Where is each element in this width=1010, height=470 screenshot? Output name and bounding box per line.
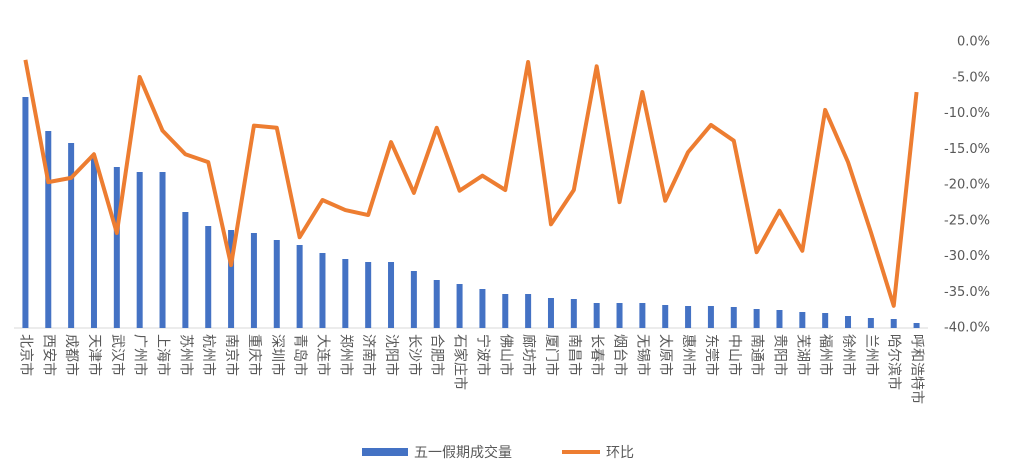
y2-tick-label: -40.0%: [944, 321, 990, 336]
bar: [433, 280, 440, 328]
bar: [913, 323, 920, 328]
bar: [890, 319, 897, 328]
x-tick-label: 重庆市: [246, 334, 263, 376]
legend-label: 环比: [606, 445, 634, 461]
x-tick-label: 广州市: [132, 334, 149, 376]
x-tick-label: 杭州市: [200, 334, 217, 376]
bar: [90, 158, 97, 328]
bar: [616, 303, 623, 328]
y2-tick-label: -20.0%: [944, 178, 990, 193]
line: [23, 59, 919, 308]
bar: [799, 312, 806, 328]
legend-label: 五一假期成交量: [414, 444, 512, 461]
bar: [136, 172, 143, 328]
y2-tick-label: -35.0%: [944, 285, 990, 300]
bar: [410, 271, 417, 328]
x-tick-label: 大连市: [314, 334, 331, 376]
x-tick-label: 武汉市: [109, 334, 126, 376]
bar: [776, 310, 783, 328]
bar: [547, 298, 554, 328]
x-tick-label: 贵阳市: [771, 334, 788, 376]
x-tick-label: 烟台市: [612, 334, 629, 376]
bar: [685, 306, 692, 328]
bar: [456, 284, 463, 328]
x-tick-label: 徐州市: [840, 334, 857, 376]
x-tick-label: 南通市: [749, 334, 766, 376]
bar: [45, 131, 52, 328]
y2-tick-label: -25.0%: [944, 213, 990, 228]
x-tick-label: 济南市: [360, 334, 377, 376]
x-tick-label: 惠州市: [680, 334, 697, 376]
bar: [228, 230, 235, 328]
x-tick-label: 深圳市: [269, 334, 286, 376]
x-tick-label: 兰州市: [863, 334, 880, 376]
bar: [388, 262, 395, 328]
x-tick-label: 长春市: [589, 334, 606, 376]
x-tick-label: 天津市: [86, 334, 103, 376]
x-tick-label: 福州市: [817, 334, 834, 376]
legend-swatch: [362, 448, 408, 456]
x-tick-label: 太原市: [657, 334, 674, 376]
bar: [22, 97, 29, 328]
x-tick-label: 苏州市: [177, 334, 194, 376]
bar: [479, 289, 486, 328]
bar: [342, 259, 349, 328]
x-tick-label: 长沙市: [406, 334, 423, 376]
y2-tick-label: 0.0%: [957, 35, 990, 50]
x-tick-label: 廊坊市: [520, 334, 537, 376]
bar: [502, 294, 509, 328]
x-tick-label: 无锡市: [634, 334, 651, 376]
bar: [273, 240, 280, 328]
bar: [182, 212, 189, 328]
x-tick-label: 青岛市: [292, 334, 309, 376]
x-tick-label: 南昌市: [566, 334, 583, 376]
bar: [113, 167, 120, 328]
x-tick-label: 合肥市: [429, 334, 446, 376]
bar: [319, 253, 326, 328]
y2-tick-label: -30.0%: [944, 249, 990, 264]
bar: [68, 143, 75, 328]
x-tick-label: 北京市: [17, 334, 34, 376]
x-tick-label: 厦门市: [543, 334, 560, 376]
bar: [296, 245, 303, 328]
x-tick-label: 东莞市: [703, 334, 720, 376]
bar: [753, 309, 760, 328]
x-tick-label: 中山市: [726, 334, 743, 376]
bar: [205, 226, 212, 328]
x-tick-label: 成都市: [63, 334, 80, 376]
y2-tick-label: -10.0%: [944, 106, 990, 121]
x-tick-label: 哈尔滨市: [886, 334, 903, 390]
bar: [593, 303, 600, 328]
bar: [730, 307, 737, 328]
y2-tick-label: -15.0%: [944, 142, 990, 157]
x-tick-label: 佛山市: [497, 334, 514, 376]
x-tick-label: 上海市: [155, 334, 172, 376]
bar: [525, 294, 532, 328]
x-tick-label: 芜湖市: [794, 334, 811, 376]
bar: [822, 313, 829, 328]
bar: [867, 318, 874, 328]
x-tick-label: 宁波市: [474, 334, 491, 376]
bar: [639, 303, 646, 328]
x-tick-label: 呼和浩特市: [909, 334, 926, 404]
bar: [159, 172, 166, 328]
x-tick-label: 石家庄市: [452, 334, 469, 390]
x-tick-label: 沈阳市: [383, 334, 400, 376]
bar: [570, 299, 577, 328]
y2-tick-label: -5.0%: [952, 70, 990, 85]
bar: [250, 233, 257, 328]
x-tick-label: 郑州市: [337, 334, 354, 376]
x-tick-label: 南京市: [223, 334, 240, 376]
bar: [365, 262, 372, 328]
bar: [845, 316, 852, 328]
x-tick-label: 西安市: [40, 334, 57, 376]
bar: [707, 306, 714, 328]
bar: [662, 305, 669, 328]
